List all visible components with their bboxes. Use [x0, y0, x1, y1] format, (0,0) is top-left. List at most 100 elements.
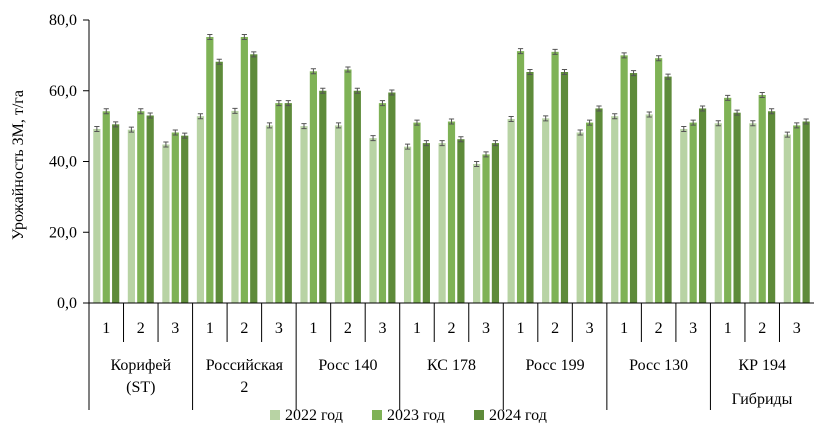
- subcategory-label: 3: [275, 320, 283, 337]
- bar: [793, 125, 801, 303]
- bar: [162, 144, 170, 303]
- bar: [576, 132, 584, 303]
- bar: [733, 112, 741, 304]
- error-bar: [404, 143, 411, 150]
- x-axis-labels: 1 2 3 1 2 3 1 2 3 1 2 3 1 2 3 1 2 3 1 2 3 Корифей (ST) Российск…: [88, 303, 801, 410]
- error-bar: [285, 100, 291, 107]
- bar: [309, 71, 318, 303]
- legend-swatch: [270, 410, 280, 420]
- error-bar: [147, 112, 153, 119]
- error-bar: [163, 141, 169, 148]
- bar: [516, 51, 525, 303]
- error-bar: [681, 125, 687, 132]
- error-bar: [251, 51, 257, 58]
- subcategory-label: 1: [102, 320, 110, 337]
- error-bar: [759, 91, 765, 98]
- error-bar: [577, 129, 583, 136]
- error-bar: [216, 58, 222, 65]
- legend: 2022 год 2023 год 2024 год: [270, 407, 547, 424]
- error-bar: [621, 52, 627, 59]
- error-bar: [370, 135, 376, 142]
- bar: [127, 129, 135, 303]
- error-bar: [439, 140, 445, 147]
- y-tick-label: 0,0: [57, 295, 77, 312]
- subcategory-label: 3: [586, 320, 594, 337]
- error-bar: [715, 120, 721, 127]
- error-bar: [596, 105, 602, 112]
- error-bar: [803, 118, 809, 125]
- group-label: КС 178: [427, 357, 476, 374]
- error-bar: [241, 33, 247, 40]
- bar: [629, 73, 638, 303]
- error-bars: [94, 33, 809, 167]
- x-axis-title: Гибриды: [732, 391, 793, 408]
- bar: [206, 36, 214, 303]
- subcategory-label: 1: [517, 320, 525, 337]
- error-bar: [94, 125, 100, 132]
- error-bar: [794, 122, 800, 129]
- error-bar: [492, 140, 499, 147]
- error-bar: [423, 140, 429, 147]
- bar: [689, 122, 697, 304]
- bar: [240, 36, 248, 303]
- group-label: Корифей: [111, 357, 172, 374]
- error-bar: [646, 111, 652, 118]
- subcategory-label: 1: [620, 320, 628, 337]
- legend-swatch: [474, 410, 484, 420]
- bar: [655, 58, 663, 303]
- error-bar: [474, 160, 480, 167]
- error-bar: [354, 87, 360, 94]
- subcategory-label: 2: [551, 320, 559, 337]
- bar: [422, 143, 430, 303]
- bars: [93, 36, 810, 304]
- bar: [413, 122, 421, 304]
- bar: [526, 72, 534, 303]
- bar: [137, 111, 145, 303]
- group-label: (ST): [126, 379, 155, 396]
- group-label: Российская: [206, 357, 284, 374]
- bar: [758, 94, 766, 304]
- error-bar: [586, 119, 593, 126]
- y-tick-label: 40,0: [49, 154, 77, 171]
- bar: [265, 125, 274, 303]
- group-label: КР 194: [738, 357, 786, 374]
- error-bar: [172, 129, 178, 136]
- subcategory-label: 3: [793, 320, 801, 337]
- bar: [146, 115, 154, 303]
- bar: [284, 103, 292, 303]
- bar: [112, 124, 120, 303]
- bar: [438, 143, 446, 303]
- error-bar: [734, 109, 740, 116]
- subcategory-label: 1: [309, 320, 317, 337]
- bar: [181, 135, 189, 303]
- legend-label: 2022 год: [285, 407, 343, 424]
- bar: [388, 92, 396, 303]
- error-bar: [182, 132, 188, 139]
- error-bar: [414, 119, 420, 126]
- error-bar: [508, 116, 514, 123]
- subcategory-label: 2: [758, 320, 766, 337]
- subcategory-label: 3: [171, 320, 179, 337]
- bar: [215, 61, 223, 304]
- subcategory-label: 2: [448, 320, 456, 337]
- error-bar: [750, 120, 756, 127]
- y-tick-label: 80,0: [49, 12, 77, 29]
- bar: [102, 111, 110, 303]
- error-bar: [276, 100, 282, 107]
- bar: [595, 108, 603, 303]
- subcategory-label: 1: [413, 320, 421, 337]
- bar: [403, 146, 412, 303]
- subcategory-label: 1: [724, 320, 732, 337]
- bar: [378, 103, 387, 303]
- bar: [196, 116, 205, 303]
- legend-swatch: [372, 410, 382, 420]
- error-bar: [335, 122, 342, 129]
- bar: [353, 90, 361, 303]
- bar: [447, 121, 456, 304]
- error-bar: [103, 108, 109, 115]
- error-bar: [310, 68, 317, 75]
- subcategory-label: 2: [240, 320, 248, 337]
- subcategory-label: 2: [137, 320, 145, 337]
